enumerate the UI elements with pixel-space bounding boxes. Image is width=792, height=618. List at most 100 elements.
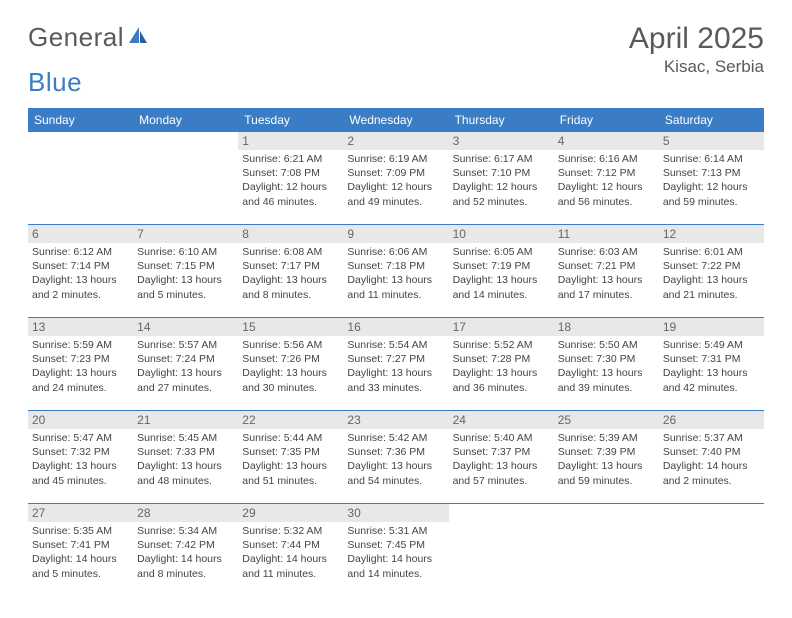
empty-day-cell [659,504,764,596]
day-number: 9 [343,225,448,243]
day-number: 1 [238,132,343,150]
calendar-body: 1 Sunrise: 6:21 AMSunset: 7:08 PMDaylight… [28,132,764,596]
day-cell: 25Sunrise: 5:39 AMSunset: 7:39 PMDayligh… [554,411,659,504]
day-cell: 21 Sunrise: 5:45 AMSunset: 7:33 PMDayligh… [133,411,238,504]
day-header: Saturday [659,108,764,132]
day-header: Tuesday [238,108,343,132]
day-cell: 13Sunrise: 5:59 AMSunset: 7:23 PMDayligh… [28,318,133,411]
day-cell: 2 Sunrise: 6:19 AMSunset: 7:09 PMDaylight… [343,132,448,225]
day-info: Sunrise: 5:50 AMSunset: 7:30 PMDaylight:… [558,338,655,395]
day-info: Sunrise: 5:37 AMSunset: 7:40 PMDaylight:… [663,431,760,488]
day-number: 15 [238,318,343,336]
day-info: Sunrise: 5:52 AMSunset: 7:28 PMDaylight:… [453,338,550,395]
day-cell: 29 Sunrise: 5:32 AMSunset: 7:44 PMDayligh… [238,504,343,596]
day-cell: 18 Sunrise: 5:50 AMSunset: 7:30 PMDayligh… [554,318,659,411]
day-cell: 20Sunrise: 5:47 AMSunset: 7:32 PMDayligh… [28,411,133,504]
day-info: Sunrise: 6:17 AMSunset: 7:10 PMDaylight:… [453,152,550,209]
day-info: Sunrise: 5:40 AMSunset: 7:37 PMDaylight:… [453,431,550,488]
day-cell: 26 Sunrise: 5:37 AMSunset: 7:40 PMDayligh… [659,411,764,504]
day-info: Sunrise: 5:34 AMSunset: 7:42 PMDaylight:… [137,524,234,581]
day-number: 2 [343,132,448,150]
empty-day-cell [28,132,133,225]
week-row: 1 Sunrise: 6:21 AMSunset: 7:08 PMDaylight… [28,132,764,225]
day-cell: 22 Sunrise: 5:44 AMSunset: 7:35 PMDayligh… [238,411,343,504]
day-number: 28 [133,504,238,522]
day-header-row: SundayMondayTuesdayWednesdayThursdayFrid… [28,108,764,132]
logo: General [28,22,151,53]
day-info: Sunrise: 6:14 AMSunset: 7:13 PMDaylight:… [663,152,760,209]
empty-day-cell [554,504,659,596]
week-row: 6Sunrise: 6:12 AMSunset: 7:14 PMDaylight… [28,225,764,318]
day-info: Sunrise: 5:59 AMSunset: 7:23 PMDaylight:… [32,338,129,395]
day-number: 22 [238,411,343,429]
day-cell: 23Sunrise: 5:42 AMSunset: 7:36 PMDayligh… [343,411,448,504]
logo-sail-icon [127,25,149,50]
day-info: Sunrise: 5:49 AMSunset: 7:31 PMDaylight:… [663,338,760,395]
calendar-table: SundayMondayTuesdayWednesdayThursdayFrid… [28,108,764,596]
day-cell: 27 Sunrise: 5:35 AMSunset: 7:41 PMDayligh… [28,504,133,596]
day-number: 19 [659,318,764,336]
day-info: Sunrise: 5:42 AMSunset: 7:36 PMDaylight:… [347,431,444,488]
day-info: Sunrise: 5:32 AMSunset: 7:44 PMDaylight:… [242,524,339,581]
day-info: Sunrise: 5:57 AMSunset: 7:24 PMDaylight:… [137,338,234,395]
day-info: Sunrise: 5:31 AMSunset: 7:45 PMDaylight:… [347,524,444,581]
day-info: Sunrise: 6:05 AMSunset: 7:19 PMDaylight:… [453,245,550,302]
day-number: 11 [554,225,659,243]
day-number: 12 [659,225,764,243]
day-info: Sunrise: 5:35 AMSunset: 7:41 PMDaylight:… [32,524,129,581]
day-cell: 5 Sunrise: 6:14 AMSunset: 7:13 PMDaylight… [659,132,764,225]
day-cell: 12Sunrise: 6:01 AMSunset: 7:22 PMDayligh… [659,225,764,318]
day-header: Monday [133,108,238,132]
day-cell: 7 Sunrise: 6:10 AMSunset: 7:15 PMDaylight… [133,225,238,318]
day-cell: 1 Sunrise: 6:21 AMSunset: 7:08 PMDaylight… [238,132,343,225]
day-number: 17 [449,318,554,336]
day-info: Sunrise: 6:10 AMSunset: 7:15 PMDaylight:… [137,245,234,302]
day-header: Friday [554,108,659,132]
day-number: 30 [343,504,448,522]
day-info: Sunrise: 6:19 AMSunset: 7:09 PMDaylight:… [347,152,444,209]
day-number: 24 [449,411,554,429]
empty-day-cell [133,132,238,225]
day-info: Sunrise: 6:06 AMSunset: 7:18 PMDaylight:… [347,245,444,302]
day-number: 5 [659,132,764,150]
month-title: April 2025 [629,22,764,55]
day-number: 26 [659,411,764,429]
day-cell: 6Sunrise: 6:12 AMSunset: 7:14 PMDaylight… [28,225,133,318]
title-block: April 2025 Kisac, Serbia [629,22,764,77]
day-cell: 19 Sunrise: 5:49 AMSunset: 7:31 PMDayligh… [659,318,764,411]
day-info: Sunrise: 5:45 AMSunset: 7:33 PMDaylight:… [137,431,234,488]
day-number: 3 [449,132,554,150]
day-info: Sunrise: 6:03 AMSunset: 7:21 PMDaylight:… [558,245,655,302]
day-info: Sunrise: 6:21 AMSunset: 7:08 PMDaylight:… [242,152,339,209]
day-cell: 11 Sunrise: 6:03 AMSunset: 7:21 PMDayligh… [554,225,659,318]
day-number: 18 [554,318,659,336]
day-cell: 3 Sunrise: 6:17 AMSunset: 7:10 PMDaylight… [449,132,554,225]
day-number: 14 [133,318,238,336]
day-cell: 30 Sunrise: 5:31 AMSunset: 7:45 PMDayligh… [343,504,448,596]
day-info: Sunrise: 5:39 AMSunset: 7:39 PMDaylight:… [558,431,655,488]
day-info: Sunrise: 5:56 AMSunset: 7:26 PMDaylight:… [242,338,339,395]
day-number: 4 [554,132,659,150]
day-number: 8 [238,225,343,243]
day-number: 10 [449,225,554,243]
day-number: 29 [238,504,343,522]
day-cell: 8 Sunrise: 6:08 AMSunset: 7:17 PMDaylight… [238,225,343,318]
logo-text-part1: General [28,22,124,53]
day-cell: 9 Sunrise: 6:06 AMSunset: 7:18 PMDaylight… [343,225,448,318]
day-number: 20 [28,411,133,429]
location: Kisac, Serbia [629,57,764,77]
day-info: Sunrise: 5:44 AMSunset: 7:35 PMDaylight:… [242,431,339,488]
day-cell: 15 Sunrise: 5:56 AMSunset: 7:26 PMDayligh… [238,318,343,411]
day-cell: 10 Sunrise: 6:05 AMSunset: 7:19 PMDayligh… [449,225,554,318]
day-number: 27 [28,504,133,522]
day-cell: 17 Sunrise: 5:52 AMSunset: 7:28 PMDayligh… [449,318,554,411]
day-number: 21 [133,411,238,429]
day-number: 16 [343,318,448,336]
calendar-page: General April 2025 Kisac, Serbia Blue Su… [0,0,792,618]
day-number: 7 [133,225,238,243]
empty-day-cell [449,504,554,596]
day-info: Sunrise: 6:08 AMSunset: 7:17 PMDaylight:… [242,245,339,302]
day-info: Sunrise: 5:54 AMSunset: 7:27 PMDaylight:… [347,338,444,395]
day-cell: 24 Sunrise: 5:40 AMSunset: 7:37 PMDayligh… [449,411,554,504]
day-header: Sunday [28,108,133,132]
